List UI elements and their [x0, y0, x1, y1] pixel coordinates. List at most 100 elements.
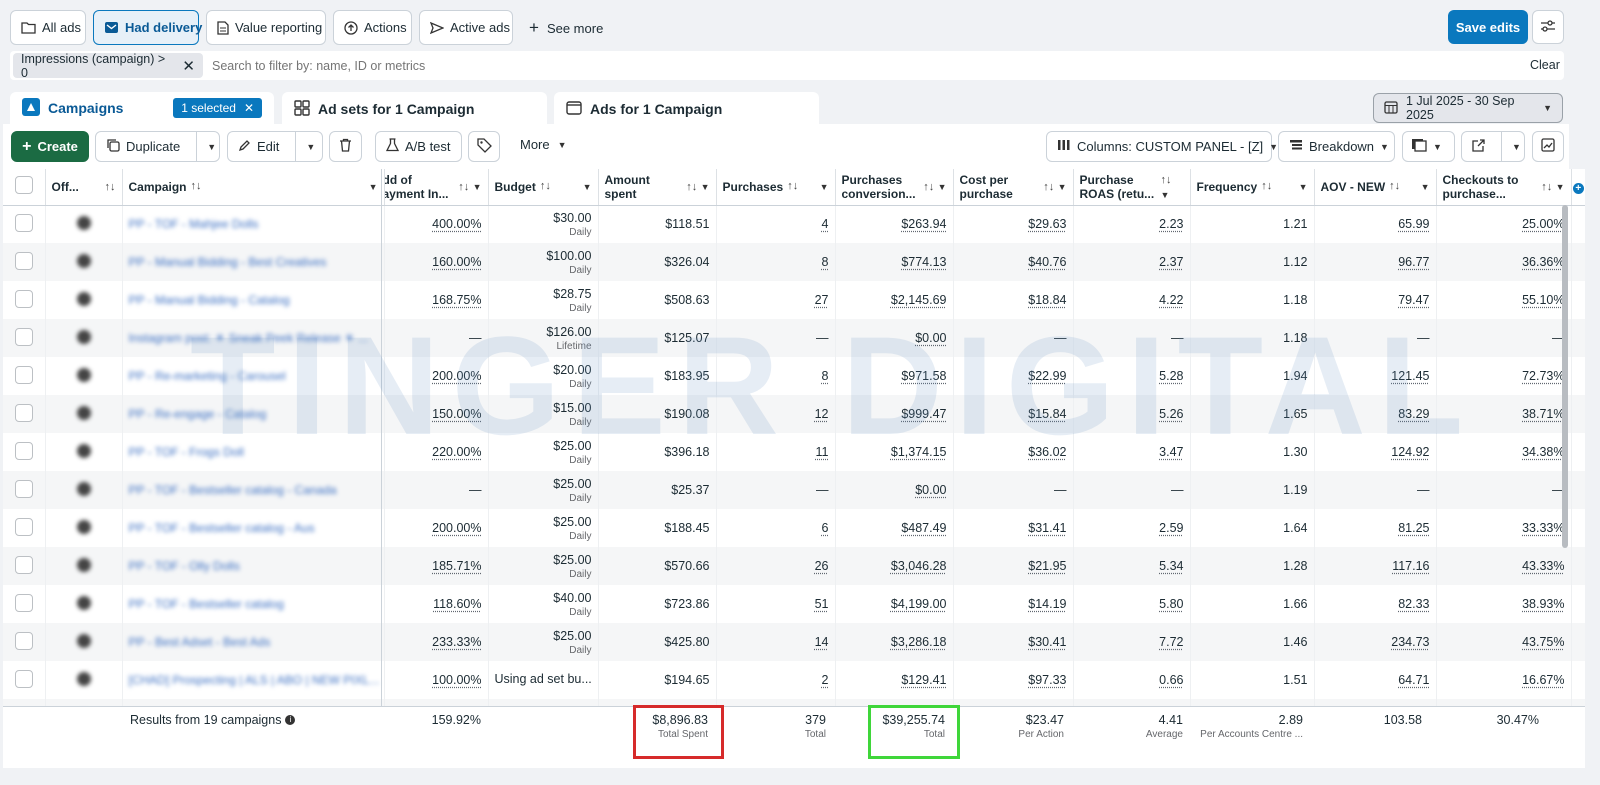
- breakdown-button[interactable]: Breakdown ▼: [1278, 131, 1395, 162]
- campaign-name-cell[interactable]: PP - Re-engage - Catalog: [122, 395, 385, 433]
- column-header-budget[interactable]: Budget ↑↓ ▼: [488, 169, 599, 206]
- chevron-down-icon[interactable]: ▼: [368, 181, 378, 192]
- row-checkbox[interactable]: [14, 365, 33, 384]
- chevron-down-icon[interactable]: ▼: [1160, 189, 1170, 200]
- search-filter-input[interactable]: [212, 54, 1512, 78]
- row-checkbox[interactable]: [14, 631, 33, 650]
- tab-ads[interactable]: Ads for 1 Campaign: [554, 92, 819, 126]
- campaign-name-link[interactable]: PP - TOF - Frogs Doll: [128, 445, 244, 459]
- campaign-name-cell[interactable]: PP - Manual Bidding - Catalog: [122, 281, 385, 319]
- delivery-toggle-cell[interactable]: [45, 547, 123, 585]
- row-select-cell[interactable]: [3, 205, 46, 243]
- campaign-name-cell[interactable]: Instagram post: ☀ Sneak Peek Release ☀ .…: [122, 319, 385, 357]
- chevron-down-icon[interactable]: ▼: [1420, 181, 1430, 192]
- edit-dropdown[interactable]: ▼: [295, 132, 325, 161]
- delete-button[interactable]: [329, 131, 362, 162]
- column-header-aov[interactable]: AOV - NEW ↑↓ ▼: [1314, 169, 1437, 206]
- table-row[interactable]: PP - TOF - Bestseller catalog - Aus 200.0…: [3, 509, 1585, 547]
- selected-badge[interactable]: 1 selected ✕: [173, 98, 262, 118]
- table-row[interactable]: PP - Re-engage - Catalog 150.00% $15.00 Dai…: [3, 395, 1585, 433]
- table-row[interactable]: PP - TOF - Bestseller catalog 118.60% $40.…: [3, 585, 1585, 623]
- delivery-toggle-cell[interactable]: [45, 433, 123, 471]
- toggle-icon[interactable]: [76, 367, 91, 382]
- vertical-scrollbar[interactable]: [1562, 205, 1568, 548]
- toggle-icon[interactable]: [76, 405, 91, 420]
- edit-button[interactable]: Edit ▼: [227, 131, 323, 162]
- column-header-off[interactable]: Off... ↑↓: [45, 169, 123, 206]
- chevron-down-icon[interactable]: ▼: [1298, 181, 1308, 192]
- chevron-down-icon[interactable]: ▼: [937, 182, 947, 193]
- chevron-down-icon[interactable]: ▼: [700, 182, 710, 193]
- chevron-down-icon[interactable]: ▼: [1555, 182, 1565, 193]
- more-button[interactable]: More ▼: [520, 137, 567, 152]
- sort-icon[interactable]: ↑↓: [787, 179, 799, 192]
- tab-had-delivery[interactable]: Had delivery: [93, 10, 202, 45]
- row-select-cell[interactable]: [3, 319, 46, 357]
- column-header-conversion[interactable]: Purchases conversion... ↑↓ ▼: [835, 169, 954, 206]
- campaign-name-link[interactable]: PP - TOF - Bestseller catalog - Aus: [128, 521, 315, 535]
- column-header-amount-spent[interactable]: Amount spent ↑↓ ▼: [598, 169, 717, 206]
- row-checkbox[interactable]: [14, 441, 33, 460]
- campaign-name-link[interactable]: PP - TOF - Bestseller catalog: [128, 597, 284, 611]
- campaign-name-cell[interactable]: [CHAD] Prospecting | ALS | ABO | NEW PIX…: [122, 661, 385, 699]
- campaign-name-link[interactable]: [CHAD] Prospecting | ALS | ABO | NEW PIX…: [128, 673, 380, 687]
- column-header-cost-per-purchase[interactable]: Cost per purchase ↑↓ ▼: [953, 169, 1074, 206]
- campaign-name-cell[interactable]: PP - TOF - Mahjee Dolls: [122, 205, 385, 243]
- create-button[interactable]: + Create: [11, 131, 89, 162]
- reports-button[interactable]: ▼: [1402, 131, 1455, 162]
- chevron-down-icon[interactable]: ▼: [1057, 182, 1067, 193]
- clear-filter-button[interactable]: Clear: [1530, 58, 1560, 72]
- row-checkbox[interactable]: [14, 213, 33, 232]
- row-checkbox[interactable]: [14, 669, 33, 688]
- budget-cell[interactable]: $15.00 Daily: [488, 395, 599, 433]
- date-range-picker[interactable]: 1 Jul 2025 - 30 Sep 2025 ▼: [1373, 93, 1563, 123]
- edit-main[interactable]: Edit: [228, 132, 289, 161]
- save-edits-button[interactable]: Save edits: [1448, 10, 1528, 44]
- row-checkbox[interactable]: [14, 517, 33, 536]
- sort-icon[interactable]: ↑↓: [923, 181, 935, 194]
- tag-button[interactable]: [468, 131, 500, 162]
- settings-sliders-button[interactable]: [1532, 10, 1564, 44]
- row-checkbox[interactable]: [14, 593, 33, 612]
- row-select-cell[interactable]: [3, 357, 46, 395]
- budget-cell[interactable]: $126.00 Lifetime: [488, 319, 599, 357]
- campaign-name-cell[interactable]: PP - TOF - Bestseller catalog: [122, 585, 385, 623]
- campaign-name-link[interactable]: PP - Manual Bidding - Best Creatives: [128, 255, 327, 269]
- toggle-icon[interactable]: [76, 557, 91, 572]
- campaign-name-cell[interactable]: PP - Re-marketing - Carousel: [122, 357, 385, 395]
- columns-button[interactable]: Columns: CUSTOM PANEL - [Z] ▼: [1046, 131, 1278, 162]
- row-checkbox[interactable]: [14, 555, 33, 574]
- sort-icon[interactable]: ↑↓: [1261, 179, 1273, 192]
- campaign-name-link[interactable]: Instagram post: ☀ Sneak Peek Release ☀ .…: [128, 331, 369, 345]
- chevron-down-icon[interactable]: ▼: [582, 181, 592, 192]
- toggle-icon[interactable]: [76, 481, 91, 496]
- campaign-name-link[interactable]: PP - TOF - Olly Dolls: [128, 559, 240, 573]
- budget-cell[interactable]: $25.00 Daily: [488, 471, 599, 509]
- campaign-name-cell[interactable]: PP - TOF - Bestseller catalog - Aus: [122, 509, 385, 547]
- add-column-header[interactable]: +: [1571, 169, 1585, 206]
- row-checkbox[interactable]: [14, 403, 33, 422]
- budget-cell[interactable]: $25.00 Daily: [488, 509, 599, 547]
- budget-cell[interactable]: $25.00 Daily: [488, 623, 599, 661]
- row-checkbox[interactable]: [14, 289, 33, 308]
- row-select-cell[interactable]: [3, 509, 46, 547]
- campaign-name-link[interactable]: PP - Best Adset - Best Ads: [128, 635, 271, 649]
- row-checkbox[interactable]: [14, 251, 33, 270]
- select-all-checkbox[interactable]: [14, 176, 33, 195]
- table-row[interactable]: PP - Best Adset - Best Ads 233.33% $25.00 D…: [3, 623, 1585, 661]
- campaign-name-link[interactable]: PP - Re-marketing - Carousel: [128, 369, 286, 383]
- tab-active-ads[interactable]: Active ads: [419, 10, 513, 45]
- table-row[interactable]: [CHAD] Prospecting | ALS | ABO | NEW PIX…: [3, 661, 1585, 699]
- chevron-down-icon[interactable]: ▼: [472, 182, 482, 193]
- campaign-name-cell[interactable]: PP - TOF - Olly Dolls: [122, 547, 385, 585]
- export-button[interactable]: ▼: [1461, 131, 1525, 162]
- info-icon[interactable]: i: [285, 715, 296, 725]
- table-row[interactable]: PP - TOF - Bestseller catalog - Canada — $…: [3, 471, 1585, 509]
- sort-icon[interactable]: ↑↓: [1160, 173, 1172, 186]
- tab-value-reporting[interactable]: Value reporting: [206, 10, 326, 45]
- select-all-header[interactable]: [3, 169, 46, 206]
- deselect-icon[interactable]: ✕: [243, 101, 254, 115]
- sort-icon[interactable]: ↑↓: [1389, 179, 1401, 192]
- sort-icon[interactable]: ↑↓: [1043, 181, 1055, 194]
- campaign-name-cell[interactable]: PP - Best Adset - Best Ads: [122, 623, 385, 661]
